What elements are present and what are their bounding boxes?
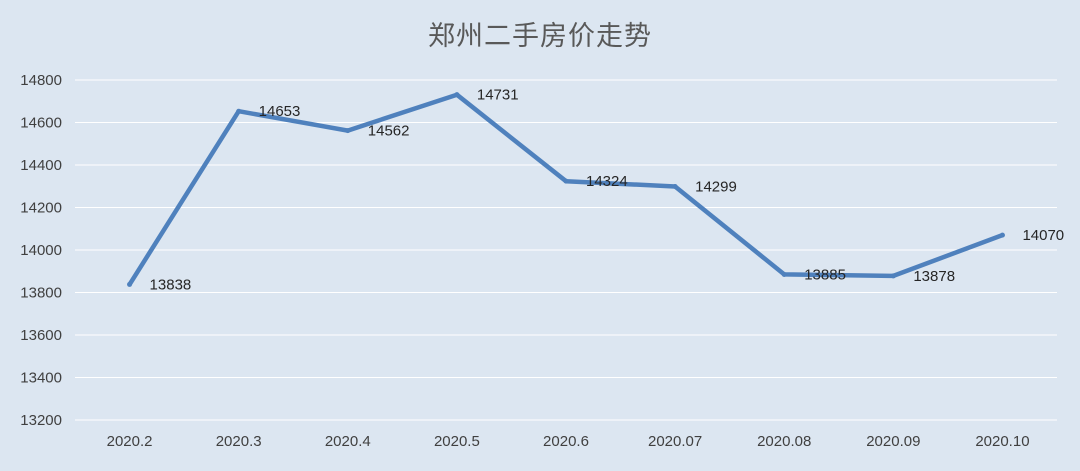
y-tick-label: 14600 [20, 115, 62, 132]
data-label: 14324 [586, 173, 628, 190]
data-point [781, 271, 787, 277]
data-label: 14070 [1022, 227, 1064, 244]
data-point [345, 128, 351, 134]
x-tick-label: 2020.07 [648, 433, 702, 450]
y-tick-label: 14800 [20, 72, 62, 89]
y-tick-label: 14000 [20, 242, 62, 259]
data-label: 13878 [913, 268, 955, 285]
data-labels: 13838 14653 14562 14731 14324 14299 13885 13878… [150, 87, 1065, 294]
data-label: 14299 [695, 178, 737, 195]
x-tick-label: 2020.09 [866, 433, 920, 450]
data-label: 13885 [804, 266, 846, 283]
data-point [999, 232, 1005, 238]
data-point [563, 178, 569, 184]
y-tick-label: 14200 [20, 200, 62, 217]
y-tick-label: 13600 [20, 327, 62, 344]
y-axis-ticks: 13200 13400 13600 13800 14000 14200 14400 14600… [20, 72, 62, 429]
data-point [672, 183, 678, 189]
data-label: 14731 [477, 87, 519, 104]
y-tick-label: 13400 [20, 370, 62, 387]
data-label: 14653 [259, 103, 301, 120]
gridlines [75, 79, 1057, 421]
y-tick-label: 14400 [20, 157, 62, 174]
y-tick-label: 13200 [20, 412, 62, 429]
x-tick-label: 2020.10 [975, 433, 1029, 450]
x-tick-label: 2020.6 [543, 433, 589, 450]
x-axis-ticks: 2020.2 2020.3 2020.4 2020.5 2020.6 2020.07 202… [107, 433, 1030, 450]
y-tick-label: 13800 [20, 285, 62, 302]
x-tick-label: 2020.5 [434, 433, 480, 450]
series-line [127, 92, 1005, 287]
x-tick-label: 2020.2 [107, 433, 153, 450]
data-point [236, 108, 242, 114]
x-tick-label: 2020.4 [325, 433, 371, 450]
data-label: 13838 [150, 276, 192, 293]
data-point [127, 281, 133, 287]
data-point [454, 92, 460, 98]
series-line-layer [127, 92, 1005, 287]
chart-title: 郑州二手房价走势 [428, 21, 652, 52]
x-tick-label: 2020.3 [216, 433, 262, 450]
data-label: 14562 [368, 123, 410, 140]
data-point [890, 273, 896, 279]
x-tick-label: 2020.08 [757, 433, 811, 450]
